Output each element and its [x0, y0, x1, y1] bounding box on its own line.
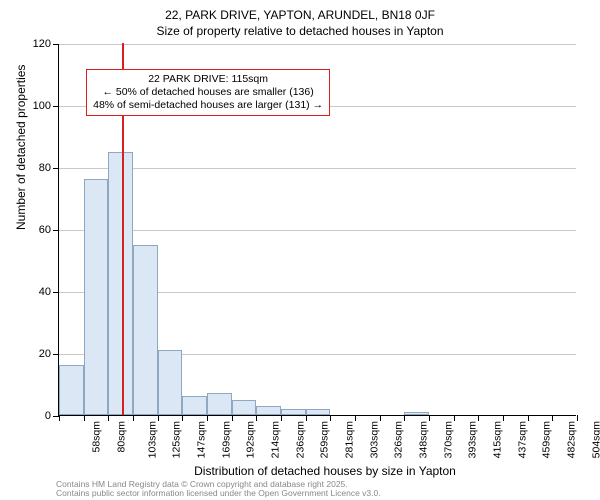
- x-tick: [355, 415, 356, 421]
- x-tick: [108, 415, 109, 421]
- y-tick-label: 0: [19, 410, 51, 422]
- x-tick-label: 348sqm: [417, 421, 429, 458]
- x-tick: [528, 415, 529, 421]
- y-tick-label: 80: [19, 162, 51, 174]
- y-axis-title: Number of detached properties: [14, 65, 28, 230]
- y-tick-label: 60: [19, 224, 51, 236]
- y-tick-label: 120: [19, 38, 51, 50]
- x-tick: [330, 415, 331, 421]
- x-tick: [232, 415, 233, 421]
- x-tick-label: 504sqm: [590, 421, 600, 458]
- x-tick: [59, 415, 60, 421]
- histogram-bar: [59, 365, 84, 415]
- x-tick: [207, 415, 208, 421]
- annotation-line2: ← 50% of detached houses are smaller (13…: [93, 86, 323, 99]
- histogram-bar: [281, 409, 306, 415]
- chart-title-line2: Size of property relative to detached ho…: [0, 24, 600, 38]
- x-tick: [429, 415, 430, 421]
- plot-area: 02040608010012058sqm80sqm103sqm125sqm147…: [58, 44, 576, 416]
- x-tick-label: 370sqm: [442, 421, 454, 458]
- y-gridline: [59, 230, 576, 231]
- x-tick-label: 103sqm: [146, 421, 158, 458]
- y-tick-label: 100: [19, 100, 51, 112]
- x-tick: [158, 415, 159, 421]
- x-tick-label: 214sqm: [269, 421, 281, 458]
- x-tick-label: 393sqm: [467, 421, 479, 458]
- x-tick-label: 169sqm: [220, 421, 232, 458]
- x-tick-label: 415sqm: [491, 421, 503, 458]
- x-tick-label: 147sqm: [195, 421, 207, 458]
- x-tick-label: 236sqm: [294, 421, 306, 458]
- y-gridline: [59, 44, 576, 45]
- chart-container: 22, PARK DRIVE, YAPTON, ARUNDEL, BN18 0J…: [0, 8, 600, 38]
- histogram-bar: [158, 350, 183, 415]
- annotation-box: 22 PARK DRIVE: 115sqm← 50% of detached h…: [86, 69, 330, 116]
- x-tick: [256, 415, 257, 421]
- x-tick: [133, 415, 134, 421]
- x-tick-label: 58sqm: [91, 421, 103, 453]
- histogram-bar: [207, 393, 232, 415]
- x-tick: [84, 415, 85, 421]
- annotation-line3: 48% of semi-detached houses are larger (…: [93, 99, 323, 112]
- x-tick: [577, 415, 578, 421]
- x-tick: [281, 415, 282, 421]
- annotation-line1: 22 PARK DRIVE: 115sqm: [93, 73, 323, 86]
- histogram-bar: [256, 406, 281, 415]
- x-tick-label: 303sqm: [368, 421, 380, 458]
- x-tick-label: 192sqm: [245, 421, 257, 458]
- x-tick: [478, 415, 479, 421]
- x-tick-label: 482sqm: [565, 421, 577, 458]
- x-tick: [380, 415, 381, 421]
- x-tick: [503, 415, 504, 421]
- x-tick-label: 259sqm: [319, 421, 331, 458]
- footer-line2: Contains public sector information licen…: [56, 489, 381, 498]
- histogram-bar: [84, 179, 109, 415]
- y-tick-label: 20: [19, 348, 51, 360]
- x-axis-title: Distribution of detached houses by size …: [25, 464, 600, 478]
- x-tick: [182, 415, 183, 421]
- x-tick: [404, 415, 405, 421]
- chart-title-line1: 22, PARK DRIVE, YAPTON, ARUNDEL, BN18 0J…: [0, 8, 600, 22]
- x-tick-label: 80sqm: [116, 421, 128, 453]
- x-tick-label: 437sqm: [516, 421, 528, 458]
- x-tick: [306, 415, 307, 421]
- x-tick: [552, 415, 553, 421]
- x-tick-label: 459sqm: [541, 421, 553, 458]
- footer-attribution: Contains HM Land Registry data © Crown c…: [56, 480, 381, 499]
- histogram-bar: [404, 412, 429, 415]
- x-tick-label: 281sqm: [343, 421, 355, 458]
- x-tick-label: 326sqm: [393, 421, 405, 458]
- y-tick-label: 40: [19, 286, 51, 298]
- y-gridline: [59, 168, 576, 169]
- histogram-bar: [306, 409, 331, 415]
- histogram-bar: [182, 396, 207, 415]
- histogram-bar: [108, 152, 133, 416]
- histogram-bar: [232, 400, 257, 416]
- x-tick: [454, 415, 455, 421]
- x-tick-label: 125sqm: [171, 421, 183, 458]
- histogram-bar: [133, 245, 158, 416]
